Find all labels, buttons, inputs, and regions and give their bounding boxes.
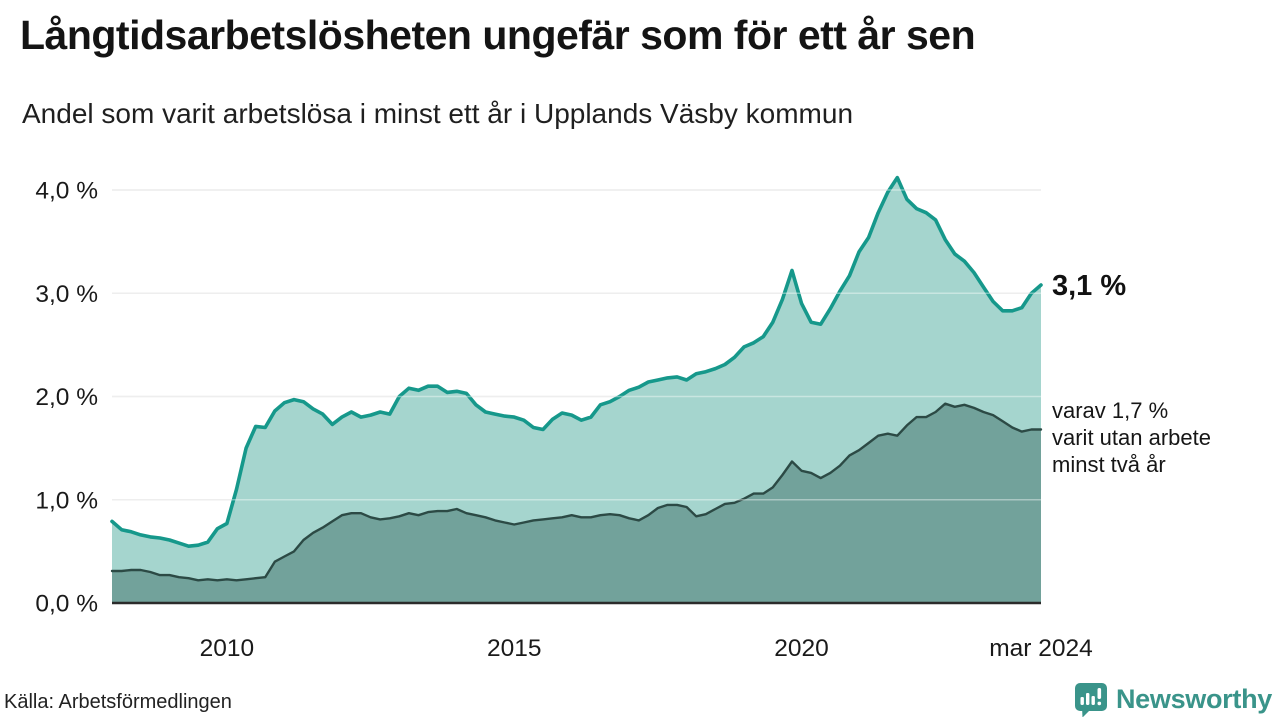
y-tick-label: 0,0 % <box>35 591 98 618</box>
x-tick-label: 2015 <box>487 635 542 662</box>
series2-area <box>112 403 1041 603</box>
series2-annotation-line2: varit utan arbete <box>1052 425 1211 450</box>
series1-end-value-label: 3,1 % <box>1052 270 1127 302</box>
y-tick-label: 3,0 % <box>35 281 98 308</box>
series2-annotation-line1: varav 1,7 % <box>1052 398 1169 423</box>
source-note: Källa: Arbetsförmedlingen <box>4 691 232 713</box>
y-tick-label: 2,0 % <box>35 384 98 411</box>
series1-line <box>110 175 1043 548</box>
x-tick-label: 2020 <box>774 635 829 662</box>
x-tick-label: mar 2024 <box>989 635 1093 662</box>
newsworthy-wordmark: Newsworthy <box>1115 683 1272 714</box>
x-tick-label: 2010 <box>200 635 255 662</box>
y-tick-label: 4,0 % <box>35 178 98 205</box>
y-tick-label: 1,0 % <box>35 487 98 514</box>
series2-annotation-line3: minst två år <box>1052 452 1166 477</box>
page-subtitle: Andel som varit arbetslösa i minst ett å… <box>22 98 854 129</box>
newsworthy-logo-icon <box>1074 683 1107 717</box>
series2-line <box>110 402 1043 582</box>
page-title: Långtidsarbetslösheten ungefär som för e… <box>20 12 976 58</box>
newsworthy-logo: Newsworthy <box>1073 680 1272 718</box>
series2-end-annotation: varav 1,7 % varit utan arbete minst två … <box>1052 397 1211 478</box>
